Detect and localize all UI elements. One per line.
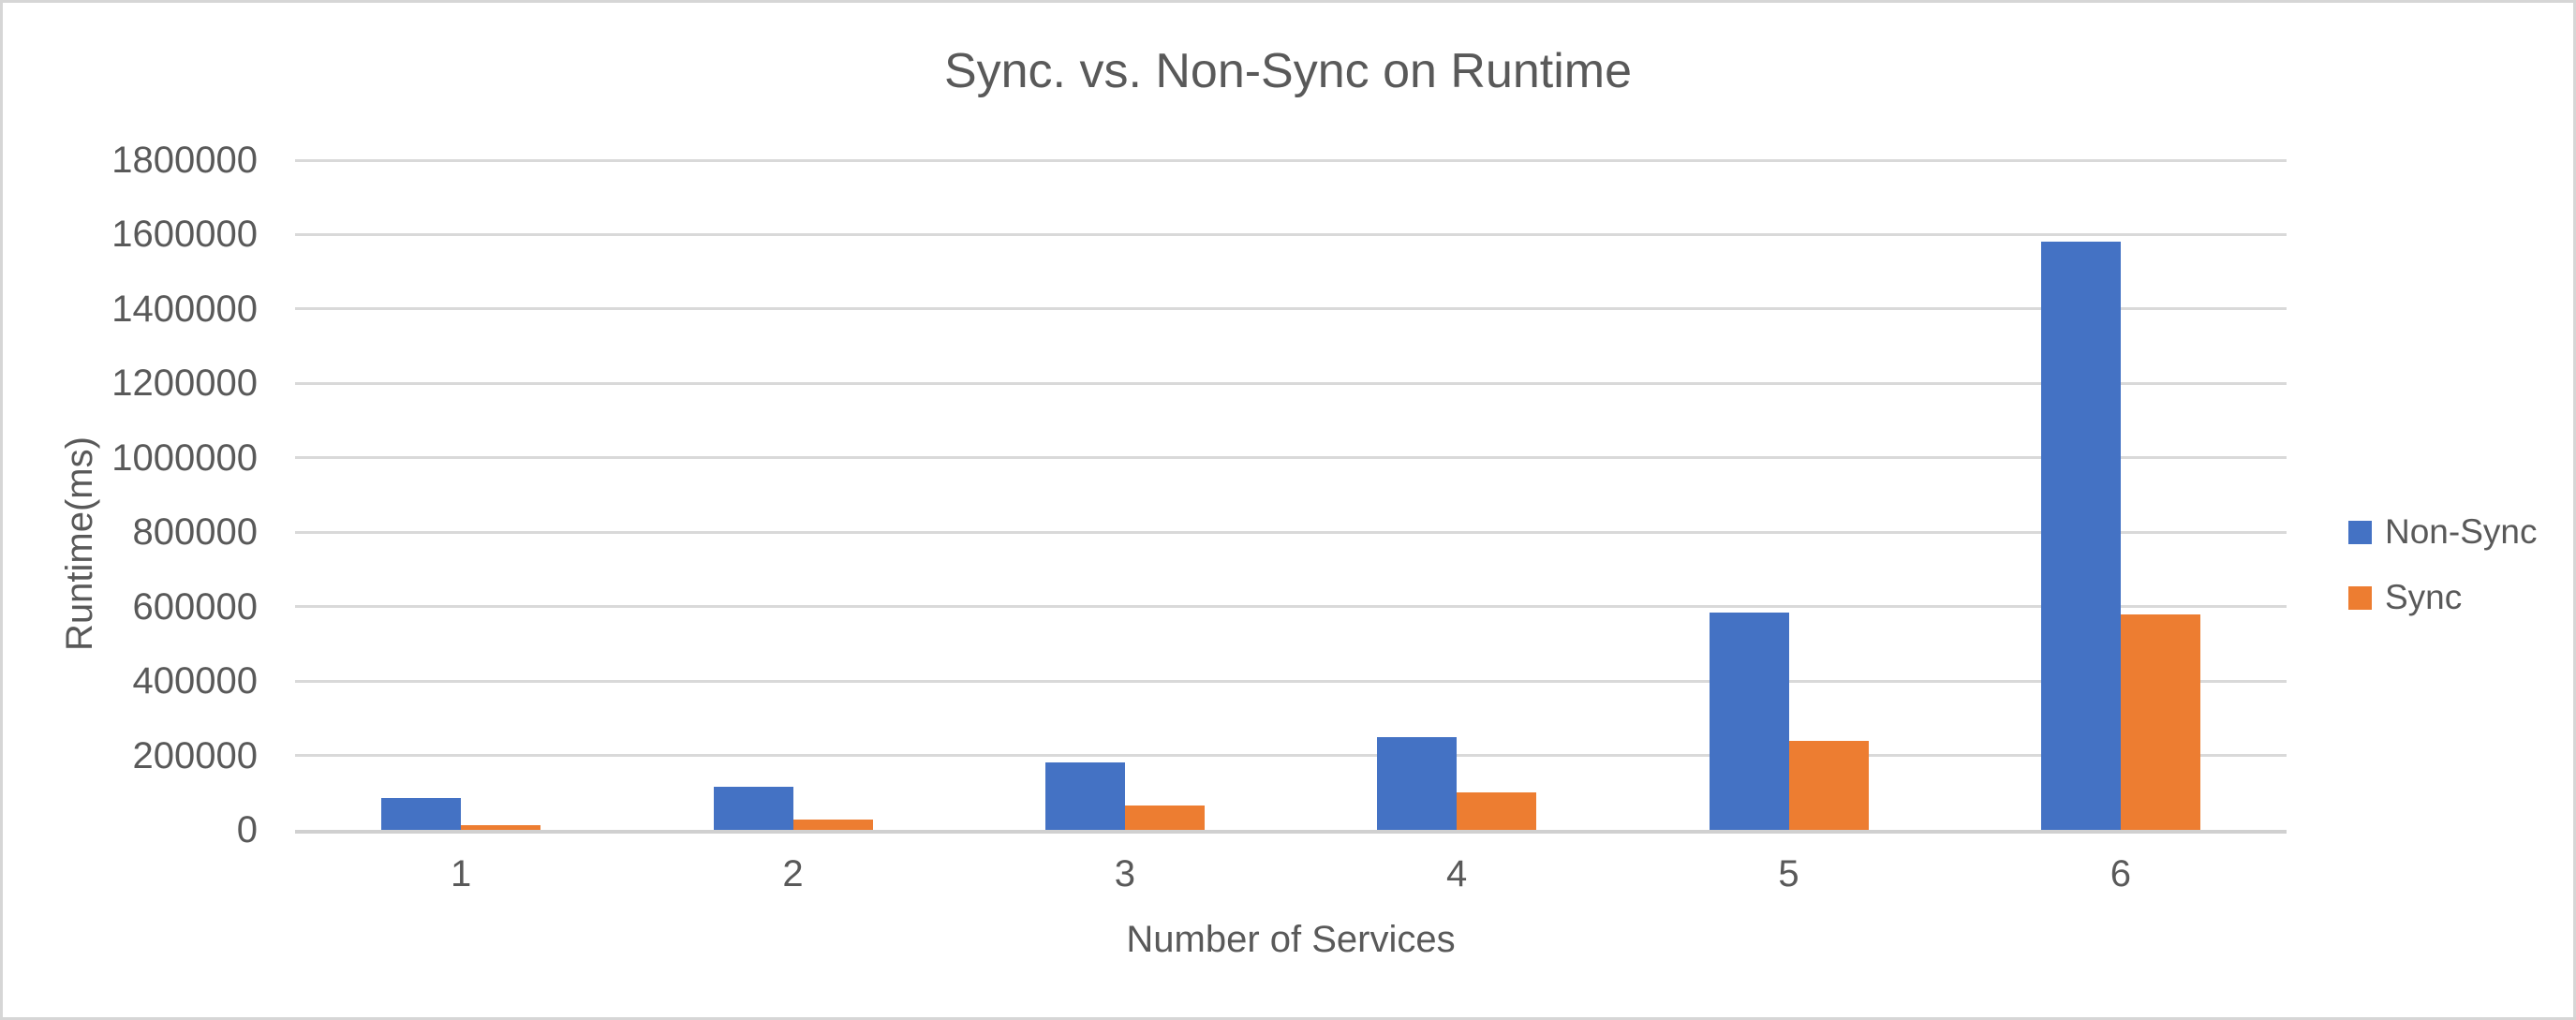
- y-axis-tick-label: 1400000: [111, 288, 258, 330]
- gridline: [295, 456, 2287, 460]
- legend-marker-icon: [2348, 520, 2372, 544]
- bar-non-sync-2: [713, 787, 793, 830]
- chart-title: Sync. vs. Non-Sync on Runtime: [943, 44, 1633, 98]
- gridline: [295, 307, 2287, 311]
- y-axis-tick-label: 1600000: [111, 214, 258, 256]
- y-axis-tick-label: 1000000: [111, 436, 258, 479]
- legend-marker-icon: [2348, 585, 2372, 610]
- gridline: [295, 232, 2287, 236]
- gridline: [295, 158, 2287, 162]
- bar-sync-1: [461, 825, 541, 830]
- legend-item-sync: Sync: [2348, 578, 2537, 617]
- y-axis-tick-label: 0: [236, 809, 258, 850]
- bar-sync-2: [792, 820, 873, 830]
- gridline: [295, 530, 2287, 534]
- x-axis-tick-label: 4: [1446, 853, 1468, 894]
- bar-sync-5: [1788, 741, 1869, 830]
- gridline: [295, 754, 2287, 758]
- bar-non-sync-1: [381, 798, 462, 830]
- y-axis-tick-label: 1800000: [111, 140, 258, 181]
- legend-label: Sync: [2385, 578, 2463, 616]
- x-axis-tick-label: 3: [1114, 853, 1135, 894]
- x-axis-tick-label: 1: [451, 853, 472, 894]
- x-axis-title: Number of Services: [1126, 919, 1456, 960]
- bar-non-sync-3: [1044, 762, 1125, 830]
- y-axis-tick-label: 800000: [132, 511, 258, 554]
- legend-item-non-sync: Non-Sync: [2348, 512, 2537, 552]
- bar-non-sync-5: [1709, 613, 1789, 830]
- legend: Non-Sync Sync: [2348, 512, 2537, 617]
- y-axis-tick-label: 400000: [132, 660, 258, 702]
- legend-label: Non-Sync: [2385, 512, 2538, 551]
- bar-non-sync-4: [1377, 737, 1458, 830]
- plot-area: [295, 158, 2287, 834]
- x-axis-tick-label: 2: [782, 853, 804, 894]
- bar-sync-6: [2120, 614, 2200, 830]
- bar-sync-4: [1457, 792, 1537, 830]
- y-axis-tick-label: 1200000: [111, 362, 258, 405]
- gridline: [295, 381, 2287, 385]
- y-axis-tick-label: 600000: [132, 585, 258, 628]
- bar-non-sync-6: [2040, 242, 2121, 830]
- gridline: [295, 679, 2287, 683]
- bar-sync-3: [1124, 806, 1205, 830]
- x-axis-tick-label: 6: [2110, 853, 2131, 894]
- x-axis-tick-label: 5: [1778, 853, 1799, 894]
- y-axis-tick-label: 200000: [132, 734, 258, 776]
- gridline: [295, 605, 2287, 609]
